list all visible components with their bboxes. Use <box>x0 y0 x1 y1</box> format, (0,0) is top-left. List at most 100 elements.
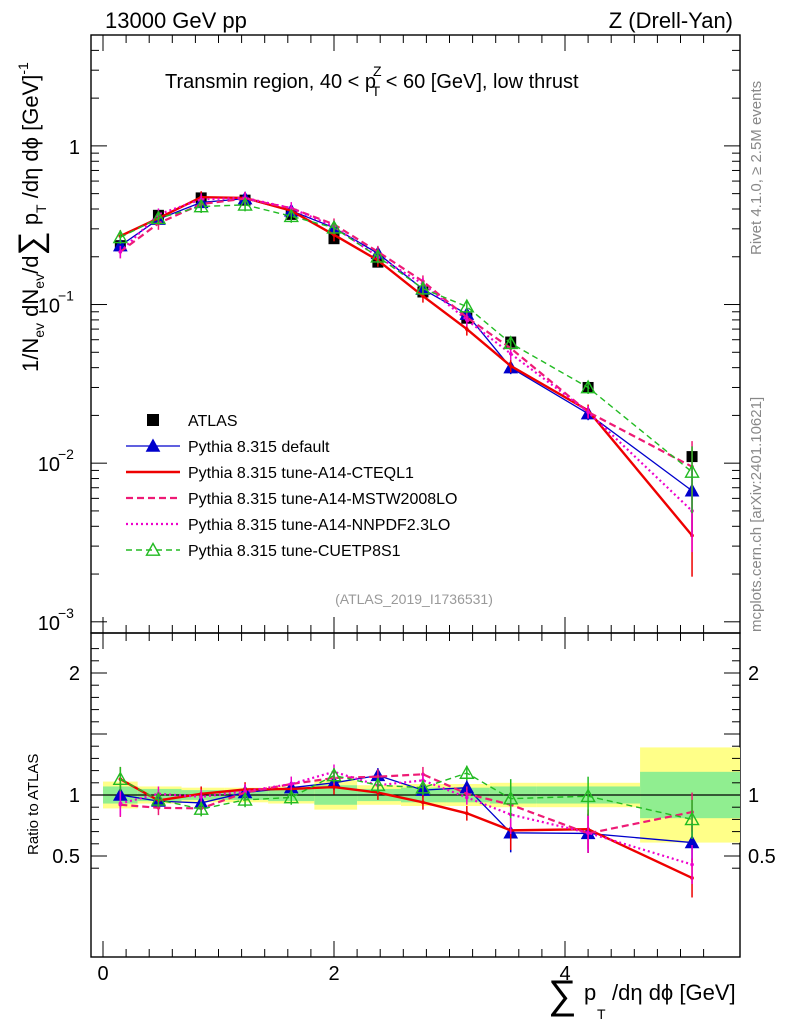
x-tick-label: 4 <box>559 963 570 985</box>
series-line-mstw <box>119 197 693 468</box>
legend-marker-default <box>145 438 161 452</box>
data-point-cuetp8s1 <box>503 335 519 350</box>
ratio-y-axis-label: Ratio to ATLAS <box>25 754 42 855</box>
data-point-cuetp8s1 <box>370 248 386 263</box>
data-point-cuetp8s1 <box>326 219 342 234</box>
series-cuetp8s1 <box>112 196 700 514</box>
data-point-cuetp8s1 <box>193 198 209 213</box>
data-point-cteql1 <box>332 233 336 237</box>
main-series <box>112 191 700 577</box>
data-point-nnpdf <box>465 318 469 322</box>
ratio-y-tick-label-right: 1 <box>748 785 759 807</box>
ratio-point-cuetp8s1 <box>459 765 475 779</box>
series-line-default <box>119 197 693 492</box>
x-tick-label: 0 <box>97 963 108 985</box>
data-point-nnpdf <box>586 410 590 414</box>
ratio-point-cuetp8s1 <box>283 789 299 804</box>
ratio-y-tick-label-right: 0.5 <box>748 846 776 868</box>
ratio-point-cteql1 <box>421 800 425 805</box>
data-point-cuetp8s1 <box>283 208 299 223</box>
mcplots-label: mcplots.cern.ch [arXiv:2401.10621] <box>748 397 765 632</box>
legend: ATLAS Pythia 8.315 default Pythia 8.315 tu… <box>126 413 457 560</box>
svg-text:1/Nev dNev/d∑ pT /dη dϕ [GeV]: 1/Nev dNev/d∑ pT /dη dϕ [GeV]-1 <box>12 62 50 372</box>
ratio-point-cuetp8s1 <box>150 791 167 806</box>
series-mstw <box>118 192 694 508</box>
analysis-id: (ATLAS_2019_I1736531) <box>335 591 493 607</box>
legend-label-mstw: Pythia 8.315 tune-A14-MSTW2008LO <box>188 491 457 508</box>
svg-text:/dη dϕ [GeV]: /dη dϕ [GeV] <box>612 980 736 1005</box>
main-y-tick-exponent: −3 <box>58 605 74 621</box>
main-y-tick-label: 10 <box>38 296 60 318</box>
ratio-point-cuetp8s1 <box>415 779 431 794</box>
ratio-y-tick-label: 0.5 <box>52 846 80 868</box>
ratio-point-cuetp8s1 <box>684 811 700 826</box>
ratio-y-tick-label-right: 2 <box>748 663 759 685</box>
ratio-point-nnpdf <box>465 795 469 800</box>
data-point-cuetp8s1 <box>580 379 596 394</box>
legend-label-atlas: ATLAS <box>188 413 238 430</box>
main-y-tick-exponent: −1 <box>58 288 74 304</box>
ratio-point-cuetp8s1 <box>370 777 386 792</box>
x-tick-label: 2 <box>328 963 339 985</box>
ratio-point-cuetp8s1 <box>193 801 209 815</box>
data-point-nnpdf <box>289 206 294 210</box>
series-line-cteql1 <box>119 195 693 537</box>
data-point-cteql1 <box>465 327 469 331</box>
ratio-point-nnpdf <box>690 862 694 867</box>
series-line-nnpdf <box>119 196 693 512</box>
legend-marker-atlas <box>147 414 159 426</box>
main-y-tick-label: 1 <box>69 137 80 159</box>
main-y-tick-exponent: −2 <box>58 446 74 462</box>
svg-text:∑: ∑ <box>548 973 577 1017</box>
ratio-line-nnpdf <box>120 770 693 866</box>
svg-text:p: p <box>584 980 596 1005</box>
ratio-point-mstw <box>376 774 380 779</box>
ratio-point-cteql1 <box>465 811 469 816</box>
ratio-y-tick-label: 1 <box>69 785 80 807</box>
data-point-cteql1 <box>421 294 425 298</box>
legend-label-cteql1: Pythia 8.315 tune-A14-CTEQL1 <box>188 465 414 482</box>
series-line-cuetp8s1 <box>120 204 693 473</box>
ratio-point-nnpdf <box>118 801 123 806</box>
ratio-point-cteql1 <box>332 785 336 789</box>
ratio-series-cuetp8s1 <box>112 765 700 839</box>
ratio-series <box>112 764 700 898</box>
ratio-point-nnpdf <box>199 795 203 799</box>
legend-label-default: Pythia 8.315 default <box>188 439 330 456</box>
data-point-cuetp8s1 <box>150 210 167 225</box>
main-y-tick-label: 10 <box>38 454 60 476</box>
ratio-axis-ticks: 0.5 0.5 1 1 2 2 0 2 4 <box>52 633 776 985</box>
ratio-point-cuetp8s1 <box>580 788 596 803</box>
data-point-nnpdf <box>118 249 123 254</box>
data-point-cuetp8s1 <box>684 464 700 478</box>
ratio-line-cteql1 <box>119 778 693 880</box>
ratio-point-cuetp8s1 <box>237 791 253 806</box>
ratio-point-cuetp8s1 <box>326 767 342 782</box>
legend-label-nnpdf: Pythia 8.315 tune-A14-NNPDF2.3LO <box>188 517 450 534</box>
ratio-point-nnpdf <box>586 831 590 835</box>
x-axis-label: ∑ p T /dη dϕ [GeV] <box>548 973 736 1022</box>
data-point-nnpdf <box>508 351 513 356</box>
rivet-label: Rivet 4.1.0, ≥ 2.5M events <box>748 81 765 255</box>
data-point-cuetp8s1 <box>112 229 129 244</box>
ratio-series-nnpdf <box>118 764 694 885</box>
process-label: Z (Drell-Yan) <box>609 8 733 33</box>
svg-text:T: T <box>597 1006 606 1022</box>
ratio-line-mstw <box>120 773 693 835</box>
plot-title: Transmin region, 40 < pZ T < 60 [GeV], lo… <box>165 63 579 99</box>
data-point-cuetp8s1 <box>237 196 253 211</box>
main-y-axis-label: 1/Nev dNev/d∑ pT /dη dϕ [GeV]-1 <box>12 62 50 372</box>
main-y-tick-label: 10 <box>38 613 60 635</box>
ratio-point-nnpdf <box>289 782 294 786</box>
main-axis-ticks: 10−310−210−11 <box>38 34 740 635</box>
data-point-cteql1 <box>508 364 513 368</box>
ratio-point-cuetp8s1 <box>503 790 519 805</box>
legend-label-cuetp8s1: Pythia 8.315 tune-CUETP8S1 <box>188 543 401 560</box>
ratio-point-nnpdf <box>243 789 247 794</box>
data-point-cuetp8s1 <box>459 298 475 313</box>
ratio-y-tick-label: 2 <box>69 663 80 685</box>
energy-label: 13000 GeV pp <box>105 8 247 33</box>
data-point-cuetp8s1 <box>415 280 431 295</box>
legend-marker-cuetp8s1 <box>145 542 161 556</box>
